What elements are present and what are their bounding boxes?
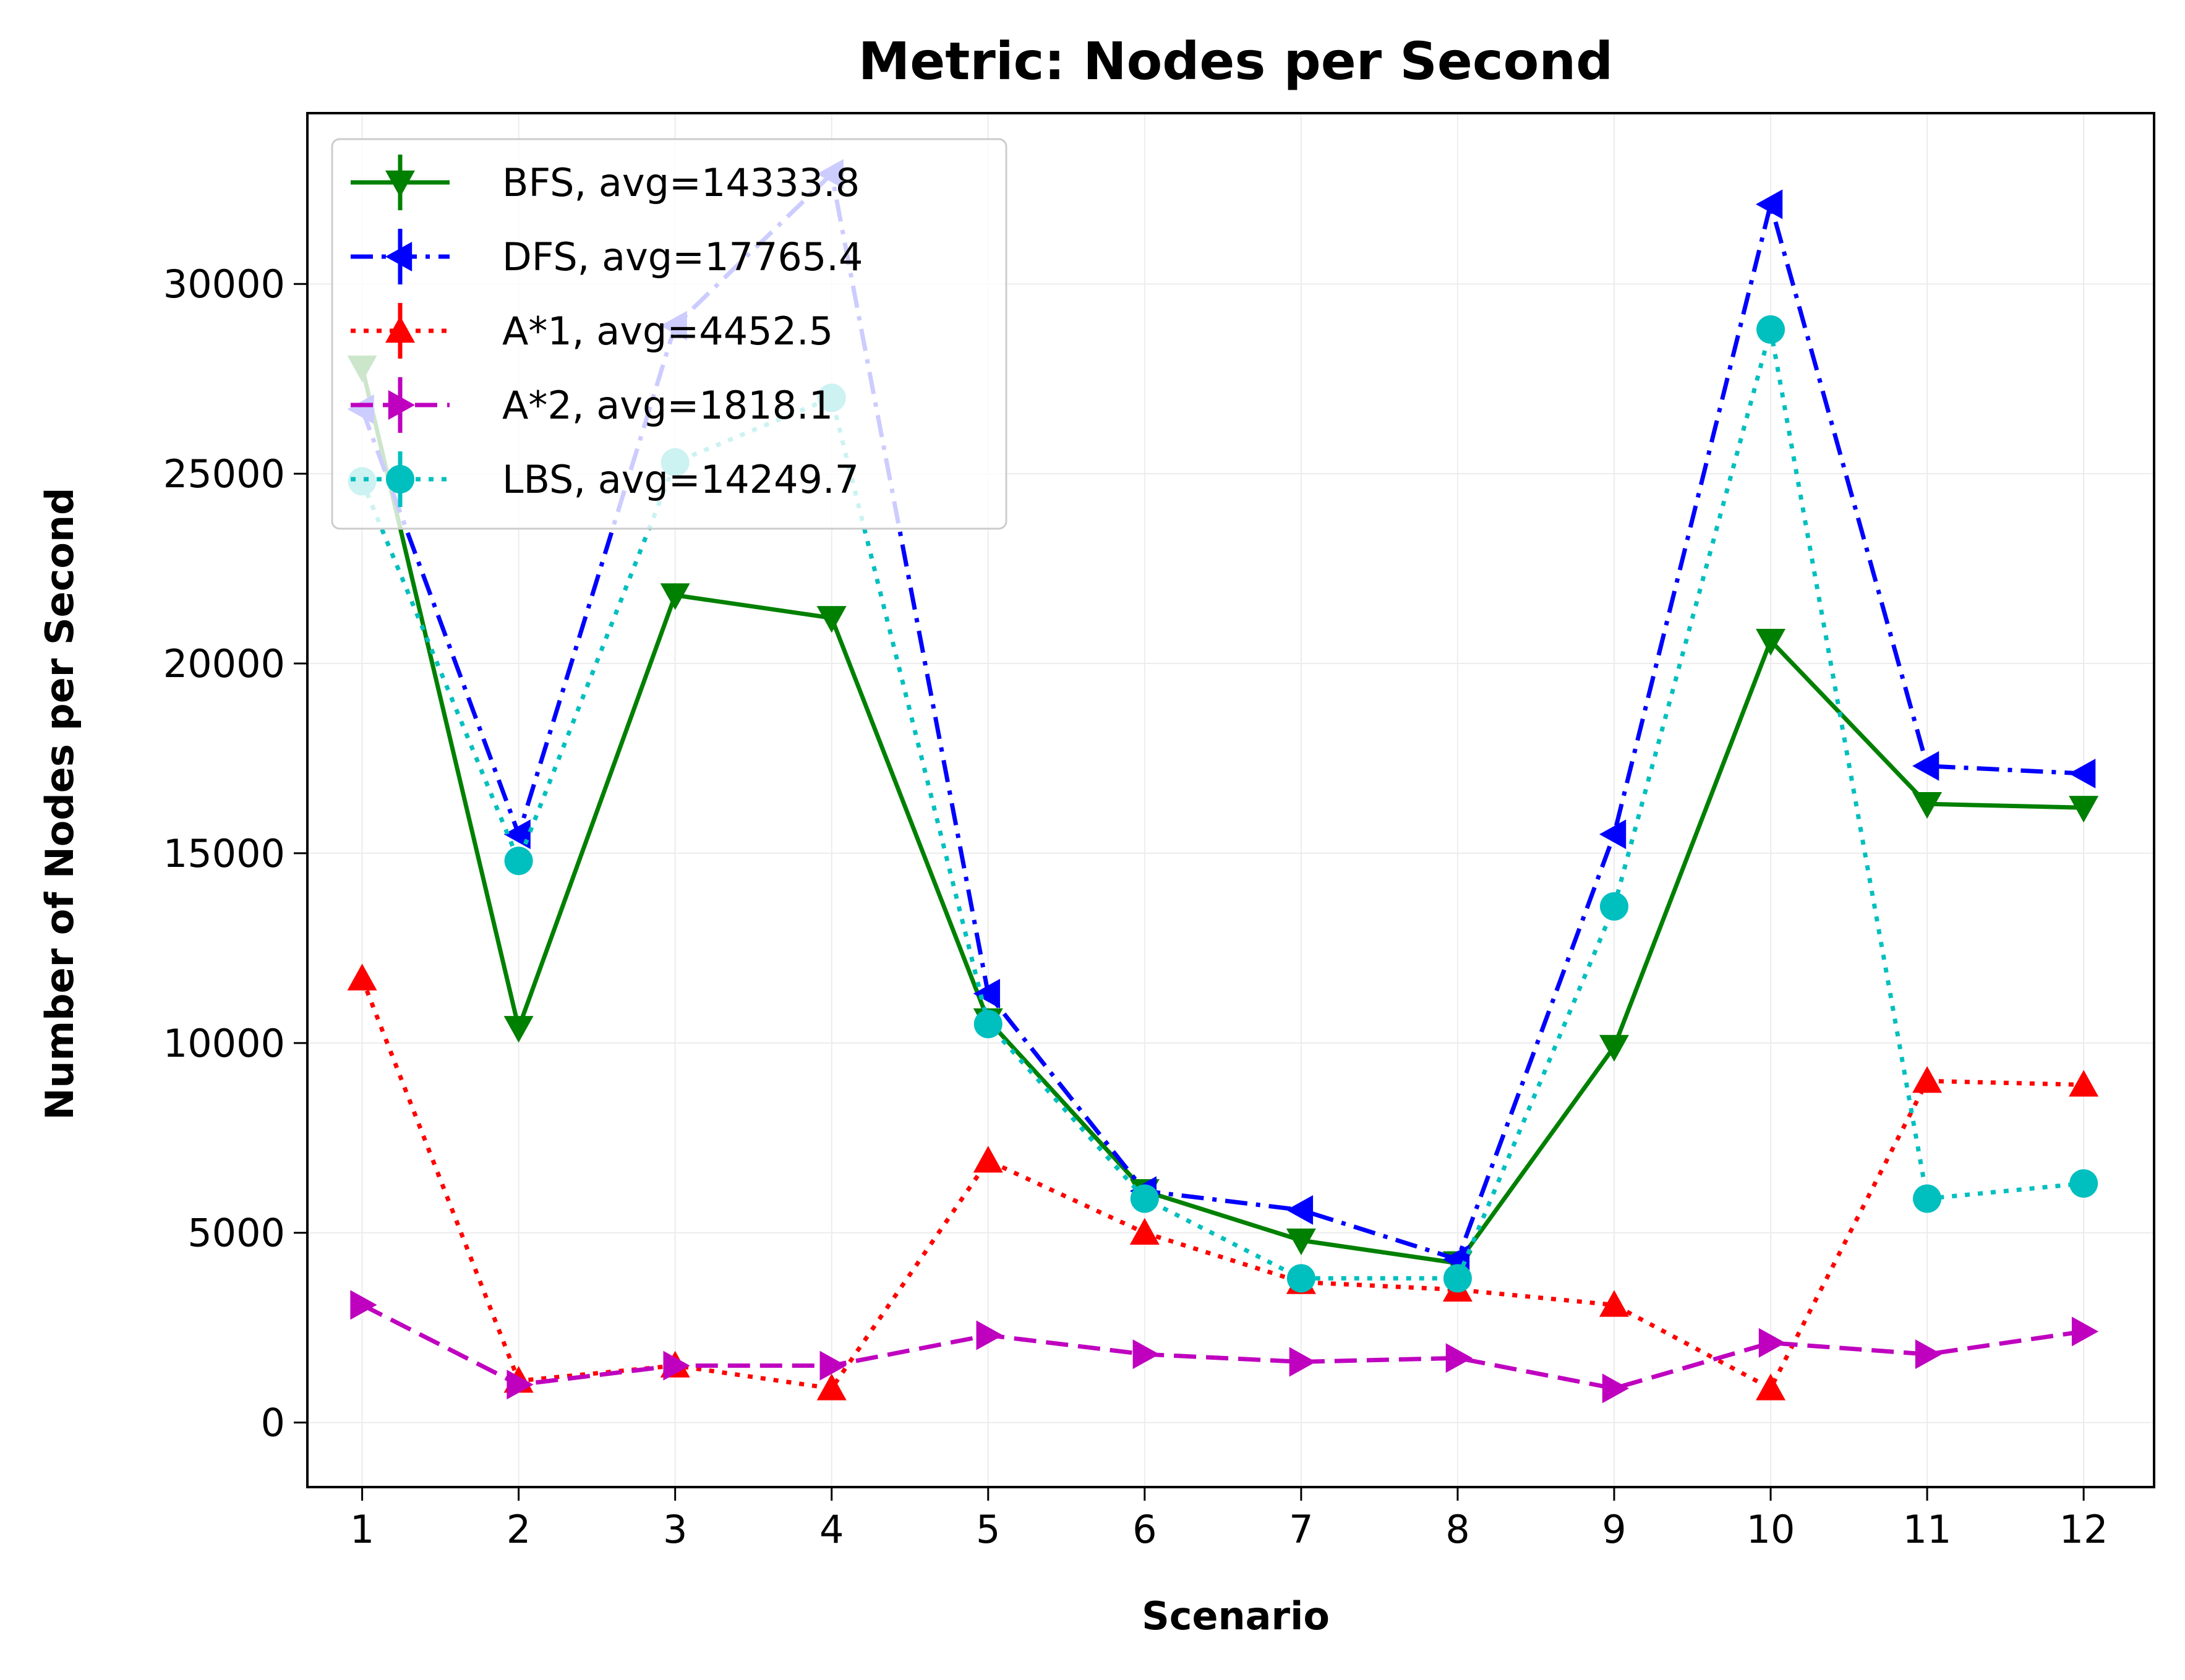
y-tick-label: 20000 <box>163 641 285 686</box>
data-point <box>1599 819 1627 850</box>
data-point <box>1756 628 1786 656</box>
data-point <box>1912 751 1939 781</box>
data-point <box>2069 1169 2098 1198</box>
data-point <box>1286 1195 1314 1225</box>
data-point <box>1912 1066 1943 1093</box>
x-tick-label: 2 <box>507 1507 531 1552</box>
data-point <box>1130 1184 1159 1213</box>
x-tick-label: 10 <box>1747 1507 1795 1552</box>
x-tick-label: 11 <box>1903 1507 1952 1552</box>
legend-marker <box>386 465 414 493</box>
data-point <box>816 1373 847 1401</box>
data-point <box>976 1320 1003 1350</box>
data-point <box>504 846 533 876</box>
x-tick-label: 7 <box>1289 1507 1313 1552</box>
data-point <box>663 1350 690 1381</box>
legend-entry: DFS, avg=17765.4 <box>351 229 863 284</box>
legend-label: BFS, avg=14333.8 <box>502 160 860 205</box>
legend-box <box>331 138 1007 530</box>
data-point <box>1756 189 1783 220</box>
y-axis-label: Number of Nodes per Second <box>37 488 82 1120</box>
data-point <box>347 963 377 991</box>
data-point <box>1599 1290 1629 1317</box>
data-point <box>973 1010 1003 1039</box>
x-tick-label: 5 <box>976 1507 1000 1552</box>
legend-marker <box>385 242 413 271</box>
data-point <box>819 1350 847 1381</box>
data-point <box>1289 1347 1316 1377</box>
data-point <box>2069 1070 2099 1097</box>
legend-marker <box>385 316 415 343</box>
data-point <box>1599 892 1628 921</box>
data-point <box>1132 1339 1160 1370</box>
legend: BFS, avg=14333.8 DFS, avg=17765.4 A*1, avg… <box>331 138 1007 530</box>
data-point <box>1286 1228 1316 1256</box>
y-tick-label: 5000 <box>187 1211 285 1256</box>
data-point <box>2069 759 2096 789</box>
y-tick-label: 30000 <box>163 262 285 307</box>
data-point <box>1286 1264 1315 1293</box>
x-tick-label: 6 <box>1132 1507 1157 1552</box>
chart-title: Metric: Nodes per Second <box>858 31 1614 92</box>
data-point <box>973 979 1000 1009</box>
grid <box>307 113 2154 1487</box>
data-point <box>2069 796 2099 823</box>
data-point <box>1913 1184 1942 1213</box>
legend-entry: LBS, avg=14249.7 <box>351 451 859 507</box>
legend-entry: A*2, avg=1818.1 <box>351 377 833 433</box>
axes-frame <box>306 112 2155 1488</box>
axis-ticks: 1 2 3 4 5 6 7 8 9 10 11 120500010000150002000025000… <box>163 262 2108 1552</box>
data-point <box>1758 1328 1786 1358</box>
series-3 <box>350 1290 2099 1404</box>
x-tick-label: 12 <box>2059 1507 2108 1552</box>
series-line <box>360 367 2084 1266</box>
y-tick-label: 15000 <box>163 831 285 876</box>
data-point <box>1445 1343 1473 1373</box>
legend-label: DFS, avg=17765.4 <box>502 234 863 279</box>
data-point <box>1443 1264 1472 1293</box>
data-point <box>1756 315 1785 344</box>
legend-label: LBS, avg=14249.7 <box>502 457 859 502</box>
data-point <box>503 1016 534 1043</box>
data-point <box>1915 1339 1943 1370</box>
legend-entry: BFS, avg=14333.8 <box>351 155 860 210</box>
x-tick-label: 1 <box>350 1507 374 1552</box>
x-tick-label: 3 <box>663 1507 687 1552</box>
data-point <box>1599 1034 1629 1062</box>
data-point <box>816 606 847 633</box>
legend-marker <box>388 390 415 420</box>
data-point <box>660 583 690 610</box>
x-tick-label: 8 <box>1445 1507 1469 1552</box>
legend-marker <box>385 170 415 197</box>
data-point <box>1602 1373 1629 1404</box>
data-point <box>507 1370 534 1400</box>
y-tick-label: 0 <box>261 1401 285 1446</box>
legend-entry: A*1, avg=4452.5 <box>351 303 833 359</box>
data-point <box>973 1146 1003 1173</box>
x-tick-label: 4 <box>819 1507 844 1552</box>
data-point <box>1912 791 1943 819</box>
series-line <box>361 1303 2084 1391</box>
y-tick-label: 25000 <box>163 451 285 497</box>
data-point <box>1756 1373 1786 1401</box>
data-point <box>2071 1316 2099 1347</box>
data-point <box>1129 1217 1160 1245</box>
x-axis-label: Scenario <box>1142 1593 1330 1639</box>
data-point <box>350 1290 377 1320</box>
legend-label: A*1, avg=4452.5 <box>502 309 833 354</box>
y-tick-label: 10000 <box>163 1021 285 1066</box>
x-tick-label: 9 <box>1602 1507 1626 1552</box>
legend-label: A*2, avg=1818.1 <box>502 383 833 428</box>
